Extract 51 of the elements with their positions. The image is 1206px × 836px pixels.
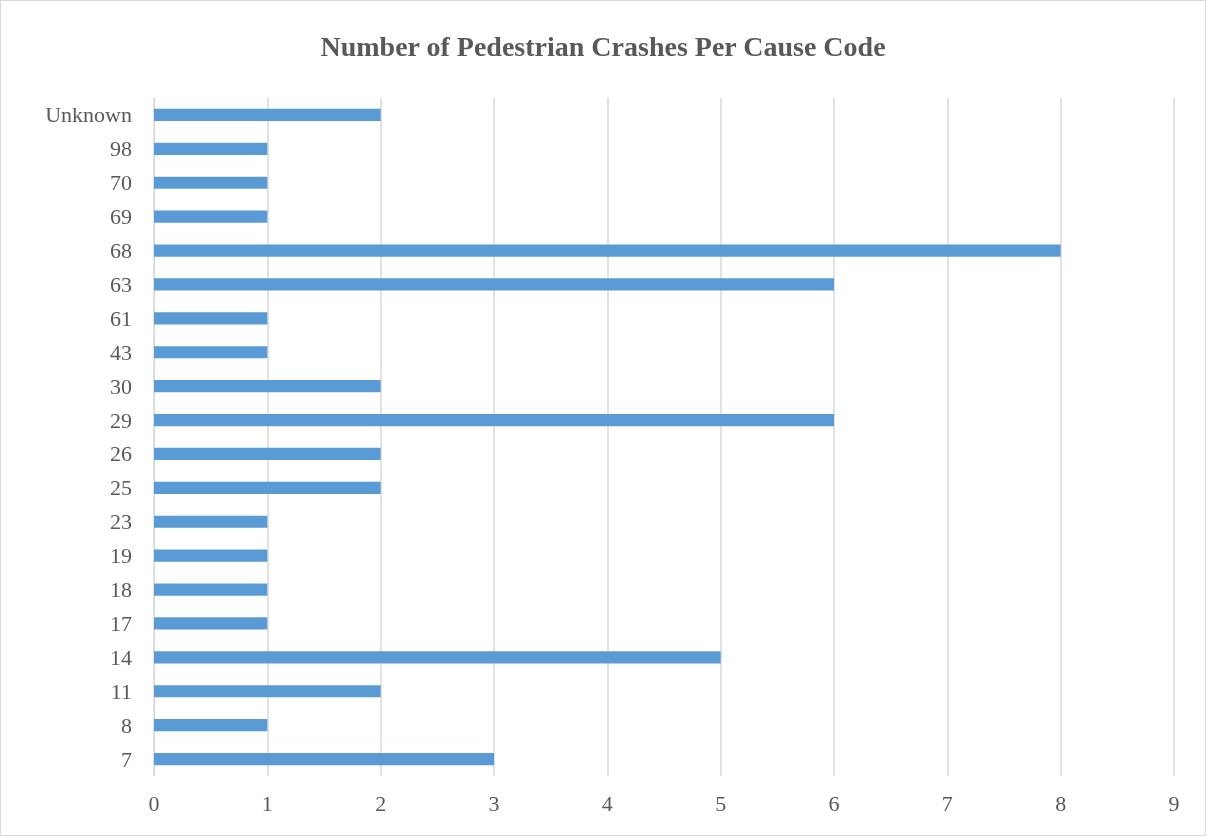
- x-tick-label: 5: [715, 790, 727, 816]
- bar: [154, 549, 268, 562]
- bar: [154, 142, 268, 155]
- y-tick-label: 61: [110, 305, 132, 331]
- bar: [154, 380, 381, 393]
- bar: [154, 413, 834, 427]
- y-tick-label: 18: [110, 577, 132, 603]
- y-tick-label: 63: [110, 271, 132, 297]
- bar: [154, 752, 494, 766]
- bar: [154, 108, 381, 122]
- y-tick-label: 43: [110, 339, 132, 365]
- y-tick-label: 11: [110, 678, 132, 704]
- bar: [154, 447, 381, 461]
- bar: [154, 346, 268, 359]
- chart-title: Number of Pedestrian Crashes Per Cause Code: [320, 30, 886, 62]
- y-tick-label: 8: [121, 712, 132, 738]
- y-tick-label: 98: [110, 136, 132, 162]
- bar: [154, 651, 721, 664]
- y-tick-label: 7: [121, 746, 132, 772]
- y-tick-label: 25: [110, 475, 132, 501]
- bar: [154, 312, 268, 325]
- bar: [154, 719, 268, 732]
- x-tick-label: 0: [148, 790, 160, 816]
- x-tick-label: 1: [261, 790, 273, 816]
- x-tick-label: 4: [601, 790, 613, 816]
- bar: [154, 617, 268, 630]
- bar: [154, 685, 381, 698]
- bar: [154, 278, 834, 291]
- y-tick-label: 69: [110, 204, 132, 230]
- y-tick-label: 14: [110, 644, 132, 670]
- y-tick-label: 26: [110, 441, 132, 467]
- y-tick-label: Unknown: [45, 102, 132, 128]
- y-tick-label: 19: [110, 543, 132, 569]
- x-tick-label: 6: [828, 790, 840, 816]
- x-tick-label: 9: [1168, 790, 1180, 816]
- y-tick-label: 23: [110, 509, 132, 535]
- y-tick-label: 68: [110, 238, 132, 264]
- y-tick-label: 70: [110, 170, 132, 196]
- x-tick-label: 2: [375, 790, 387, 816]
- bar: [154, 481, 381, 494]
- x-tick-label: 3: [488, 790, 500, 816]
- bar: [154, 515, 268, 528]
- y-tick-label: 29: [110, 407, 132, 433]
- bar: [154, 244, 1061, 257]
- bar: [154, 176, 268, 189]
- x-tick-label: 8: [1055, 790, 1067, 816]
- x-tick-label: 7: [941, 790, 953, 816]
- y-tick-label: 30: [110, 373, 132, 399]
- bar: [154, 583, 268, 596]
- bar: [154, 210, 268, 223]
- y-tick-label: 17: [110, 610, 132, 636]
